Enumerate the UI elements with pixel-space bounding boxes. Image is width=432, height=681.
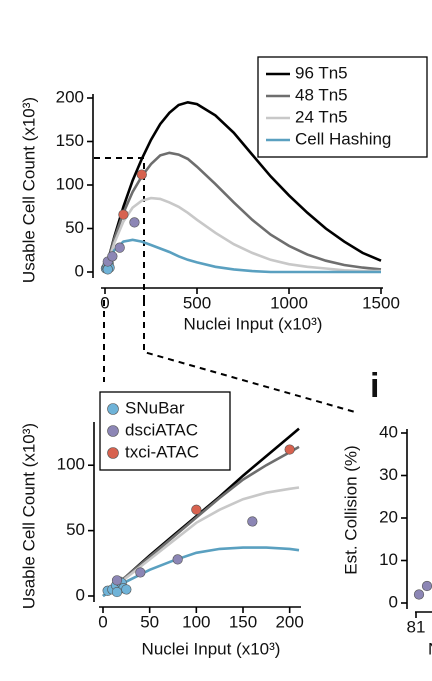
y-tick-label: 20 (379, 507, 398, 526)
point (107, 251, 118, 262)
legend-swatch (107, 403, 119, 415)
line (102, 445, 300, 597)
legend-label: Cell Hashing (295, 129, 391, 148)
y-tick-label: 50 (65, 218, 84, 237)
legend-label: SNuBar (125, 398, 185, 417)
point (284, 444, 295, 455)
point (135, 567, 146, 578)
point (111, 586, 123, 598)
y-tick-label: 0 (76, 585, 85, 604)
y-tick-label: 100 (57, 455, 85, 474)
y-tick-label: 0 (389, 592, 398, 611)
line (103, 238, 381, 274)
y-tick-label: 40 (379, 422, 398, 441)
x-tick-label: 0 (100, 293, 109, 312)
point (114, 242, 125, 253)
point (191, 504, 202, 515)
y-tick-label: 50 (66, 520, 85, 539)
y-tick-label: 10 (379, 550, 398, 569)
point (247, 516, 258, 527)
x-tick-label: 150 (229, 612, 257, 631)
legend-label: 48 Tn5 (295, 85, 348, 104)
x-tick-label: 81 (407, 617, 426, 636)
x-tick-label: 500 (183, 293, 211, 312)
zoom-connector (143, 300, 356, 413)
legend-swatch (107, 447, 119, 459)
x-axis-label: Nuclei Input (x10³) (142, 639, 281, 658)
line (103, 151, 382, 273)
x-tick-label: 50 (140, 612, 159, 631)
point (421, 580, 432, 592)
zoom-box (94, 157, 145, 300)
point (172, 554, 183, 565)
point (413, 589, 425, 600)
line (103, 196, 381, 273)
x-tick-label: 1000 (270, 293, 308, 312)
y-tick-label: 200 (56, 87, 84, 106)
line (103, 100, 382, 273)
x-tick-label: 1500 (362, 293, 400, 312)
y-tick-label: 100 (56, 174, 84, 193)
x-axis-label: Nuclei Input (x10³) (184, 314, 323, 333)
y-tick-label: 0 (75, 261, 84, 280)
legend-label: dsciATAC (125, 420, 198, 439)
point (136, 169, 147, 180)
x-tick-label: 100 (182, 612, 210, 631)
y-axis-label: Est. Collision (%) (341, 445, 360, 574)
y-tick-label: 30 (379, 465, 398, 484)
y-axis-label: Usable Cell Count (x10³) (19, 97, 38, 283)
legend-swatch (107, 425, 119, 437)
x-axis-label: N (428, 639, 432, 658)
y-axis-label: Usable Cell Count (x10³) (19, 423, 38, 609)
legend-label: 96 Tn5 (295, 63, 348, 82)
point (129, 217, 140, 228)
point (121, 584, 132, 595)
legend-label: 24 Tn5 (295, 107, 348, 126)
point (111, 575, 123, 586)
x-tick-label: 200 (275, 612, 303, 631)
y-tick-label: 150 (56, 131, 84, 150)
panel-label: i (370, 367, 379, 405)
point (118, 209, 129, 220)
x-tick-label: 0 (98, 612, 107, 631)
legend-box (99, 391, 231, 471)
legend-label: txci-ATAC (125, 442, 199, 461)
